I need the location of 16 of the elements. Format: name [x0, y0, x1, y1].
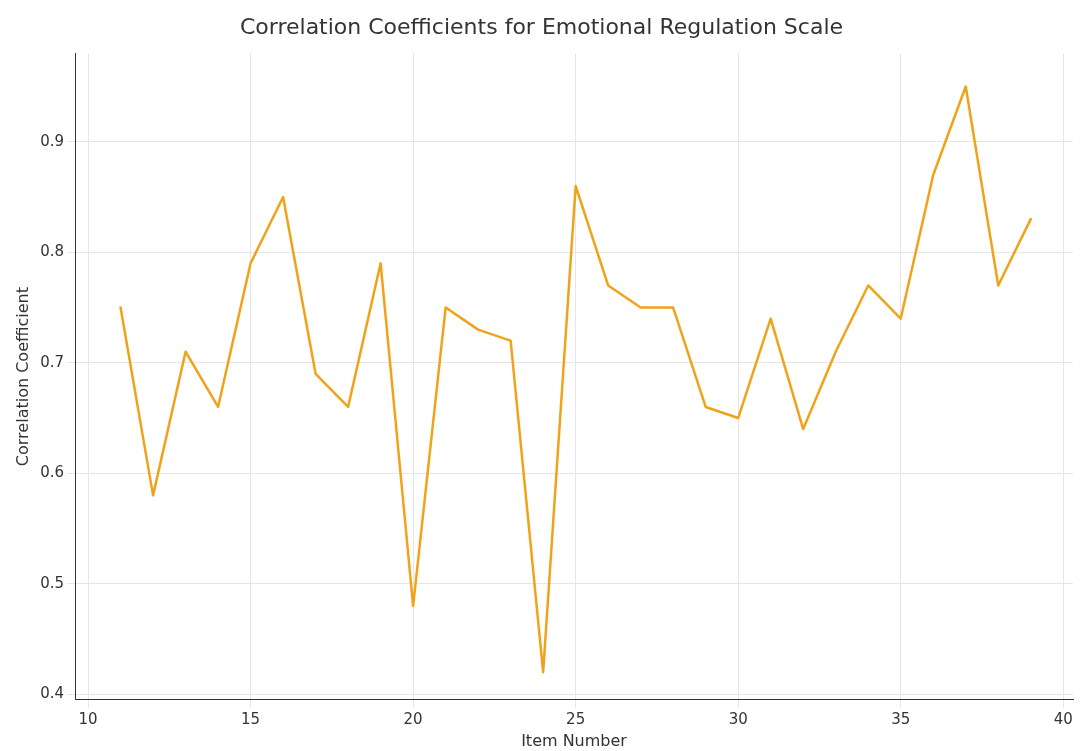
x-tick-label: 15 — [241, 709, 261, 728]
y-tick-label: 0.6 — [40, 463, 65, 482]
y-tick-label: 0.4 — [40, 684, 65, 703]
chart-title: Correlation Coefficients for Emotional Regulation Scale — [239, 13, 844, 39]
x-tick-label: 20 — [403, 709, 423, 728]
y-tick-label: 0.7 — [40, 352, 65, 371]
y-tick-label: 0.9 — [40, 131, 65, 150]
y-tick-label: 0.5 — [40, 573, 65, 592]
x-tick-label: 30 — [728, 709, 748, 728]
x-tick-label: 35 — [891, 709, 911, 728]
x-axis-title: Item Number — [521, 730, 628, 750]
x-tick-label: 25 — [566, 709, 586, 728]
y-tick-label: 0.8 — [40, 242, 65, 261]
x-tick-label: 40 — [1053, 709, 1073, 728]
x-tick-label: 10 — [78, 709, 98, 728]
y-axis-title: Correlation Coefficient — [12, 287, 32, 467]
